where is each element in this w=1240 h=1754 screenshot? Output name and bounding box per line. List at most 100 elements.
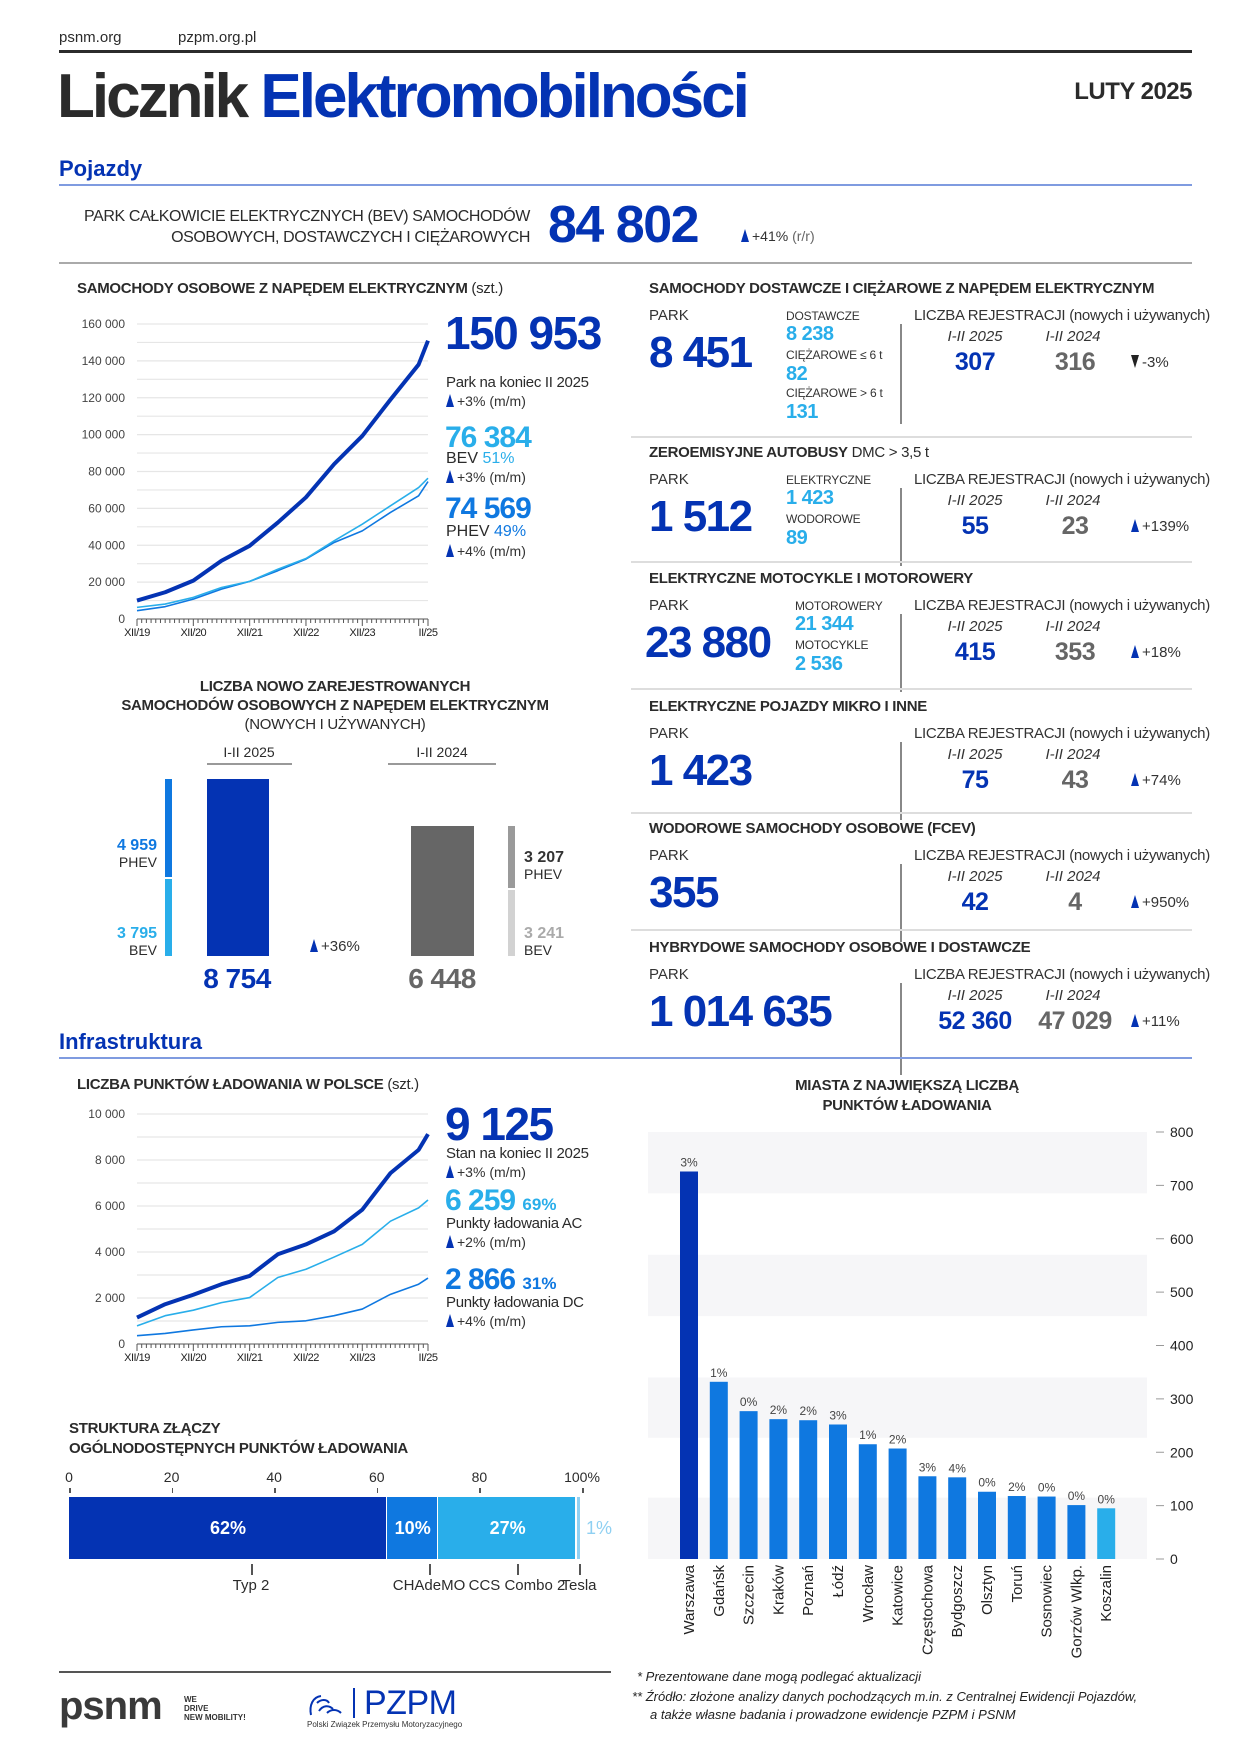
vertical-divider: [900, 614, 902, 692]
cities-title: MIASTA Z NAJWIĘKSZĄ LICZBĄ PUNKTÓW ŁADOW…: [757, 1076, 1057, 1116]
category-tick: [579, 1564, 581, 1575]
link-psnm[interactable]: psnm.org: [59, 29, 122, 46]
segment-label: 62%: [210, 1518, 247, 1538]
change-value: +2%: [457, 1234, 486, 1250]
city-bar: [739, 1411, 758, 1559]
series-line-phev: [136, 481, 429, 612]
city-label: Katowice: [890, 1565, 907, 1626]
footnote-2: ** Źródło: złożone analizy danych pochod…: [632, 1689, 1138, 1704]
x-tick-label: 0: [65, 1469, 73, 1485]
vertical-divider: [900, 324, 902, 424]
year-prev: I-II 2024: [1045, 618, 1101, 635]
reg-paren: (nowych i używanych): [1069, 725, 1210, 742]
charging-line-chart: 0 2 000 4 000 6 000 8 000 10 000 XII/19 XII/20 X…: [88, 1107, 438, 1364]
year-prev: I-II 2024: [1045, 868, 1101, 885]
x-tick-label: XII/21: [237, 1352, 263, 1364]
share: 51%: [482, 450, 515, 467]
city-change-label: 0%: [1068, 1489, 1086, 1503]
year-prev: I-II 2024: [1045, 987, 1101, 1004]
cars-chart-title: SAMOCHODY OSOBOWE Z NAPĘDEM ELEKTRYCZNYM…: [77, 280, 503, 297]
city-change-label: 0%: [1098, 1492, 1116, 1506]
city-label: Bydgoszcz: [949, 1565, 966, 1638]
park-label: PARK: [649, 847, 689, 864]
label: BEV: [446, 450, 479, 467]
registrations-change: +36%: [310, 938, 360, 955]
cars-line-chart: 0 20 000 40 000 60 000 80 000 100 000 120 000 1…: [82, 317, 439, 639]
panel-title-suffix: DMC > 3,5 t: [847, 444, 929, 461]
city-bar: [1007, 1496, 1026, 1559]
bar-prev-bev: [508, 890, 515, 956]
arrow-up-icon: [446, 394, 454, 407]
x-tick: [479, 1488, 481, 1493]
year-current: I-II 2025: [947, 746, 1003, 763]
series-line-razem: [136, 339, 430, 603]
park-value: 23 880: [645, 618, 772, 667]
sub-label: DOSTAWCZE: [786, 309, 860, 323]
tagline-line: WE: [184, 1695, 197, 1704]
reg-label: LICZBA REJESTRACJI: [914, 471, 1066, 488]
reg-prev: 353: [1054, 638, 1096, 666]
background-band: [648, 1377, 1147, 1438]
city-label: Koszalin: [1098, 1565, 1115, 1622]
city-change-label: 4%: [949, 1461, 967, 1475]
reg-prev: 23: [1061, 512, 1089, 540]
title-line: LICZBA NOWO ZAREJESTROWANYCH: [199, 678, 471, 695]
y-tick-label: 800: [1170, 1124, 1194, 1140]
y-tick-label: 200: [1170, 1444, 1194, 1460]
cars-total-label: Park na koniec II 2025: [446, 374, 589, 391]
series-line-dc: [136, 1277, 429, 1337]
x-tick: [274, 1488, 276, 1493]
reg-label: LICZBA REJESTRACJI: [914, 966, 1066, 983]
cars-phev-label: PHEV 49%: [446, 523, 526, 541]
pzpm-bird-icon: [309, 1695, 342, 1716]
footnote-1: * Prezentowane dane mogą podlegać aktual…: [637, 1669, 922, 1684]
connector-segment-2: [438, 1497, 576, 1559]
category-label: CCS Combo 2: [468, 1577, 566, 1594]
change-unit: (m/m): [489, 393, 526, 409]
park-label: PARK: [649, 966, 689, 983]
segment-label: 10%: [394, 1518, 431, 1538]
charging-title-text: LICZBA PUNKTÓW ŁADOWANIA W POLSCE: [77, 1076, 384, 1093]
panel-title-text: SAMOCHODY DOSTAWCZE I CIĘŻAROWE Z NAPĘDE…: [649, 280, 1155, 297]
title-line: PUNKTÓW ŁADOWANIA: [822, 1097, 992, 1114]
city-change-label: 0%: [740, 1395, 758, 1409]
link-pzpm[interactable]: pzpm.org.pl: [178, 29, 257, 46]
connector-segment-1: [387, 1497, 437, 1559]
prev-bev-value: 3 241: [524, 925, 565, 942]
year-current: I-II 2025: [947, 328, 1003, 345]
change-value: +3%: [457, 469, 486, 485]
city-label: Szczecin: [741, 1565, 758, 1625]
arrow-up-icon: [446, 470, 454, 483]
y-tick-label: 300: [1170, 1391, 1194, 1407]
title-blue: Elektromobilności: [260, 62, 749, 131]
city-bar: [799, 1420, 818, 1559]
reg-change: +139%: [1131, 518, 1189, 535]
city-change-label: 1%: [859, 1428, 877, 1442]
year-current: I-II 2025: [947, 868, 1003, 885]
sub-value: 8 238: [786, 323, 834, 345]
sub-value: 1 423: [786, 487, 834, 509]
charging-ac-label: Punkty ładowania AC: [446, 1215, 583, 1232]
city-change-label: 3%: [919, 1460, 937, 1474]
city-label: Wrocław: [860, 1565, 877, 1622]
y-tick-label: 60 000: [88, 501, 125, 515]
x-tick: [171, 1488, 174, 1493]
y-tick-label: 600: [1170, 1231, 1194, 1247]
cars-total: 150 953: [445, 307, 602, 359]
cars-bev-label: BEV 51%: [446, 450, 515, 468]
cars-phev-value: 74 569: [445, 492, 532, 525]
panel-title: WODOROWE SAMOCHODY OSOBOWE (FCEV): [649, 820, 976, 837]
city-bar: [829, 1424, 847, 1559]
registrations-header: LICZBA REJESTRACJI (nowych i używanych): [914, 597, 1210, 614]
x-tick-label: XII/19: [124, 1352, 150, 1364]
x-tick-label: XII/23: [349, 627, 375, 639]
psnm-tagline: WE DRIVE NEW MOBILITY!: [184, 1695, 246, 1722]
footer-divider: [59, 1671, 611, 1673]
change-value: +4%: [457, 1313, 486, 1329]
vertical-divider: [900, 864, 902, 942]
city-label: Warszawa: [681, 1564, 698, 1634]
park-value: 1 512: [649, 492, 753, 541]
park-value: 355: [649, 868, 719, 917]
y-tick-label: 160 000: [82, 317, 126, 331]
reg-paren: (nowych i używanych): [1069, 307, 1210, 324]
